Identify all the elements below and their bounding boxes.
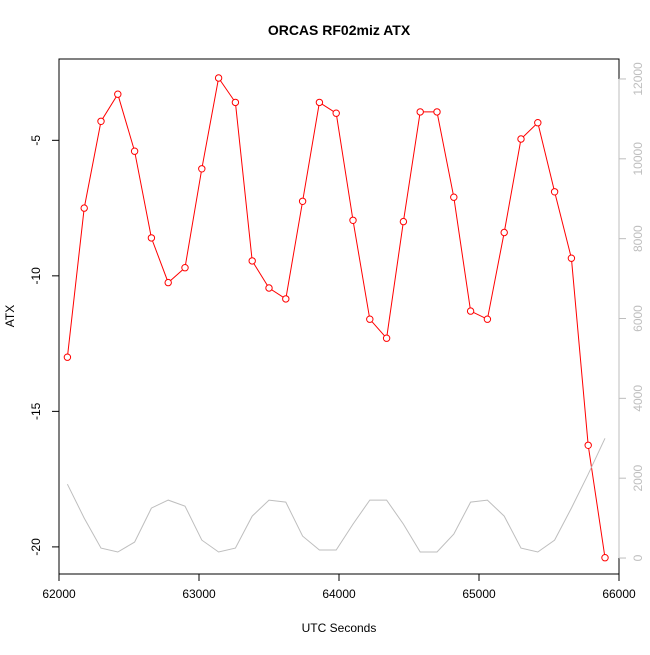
series-line bbox=[66, 438, 606, 553]
data-point bbox=[282, 295, 290, 303]
series-layer bbox=[63, 74, 609, 562]
data-point bbox=[298, 197, 307, 206]
data-point bbox=[147, 234, 156, 242]
data-point bbox=[265, 284, 273, 292]
data-point bbox=[130, 147, 139, 155]
x-axis-label: UTC Seconds bbox=[302, 621, 377, 635]
data-point bbox=[114, 90, 122, 98]
x-tick-label: 65000 bbox=[462, 587, 496, 601]
axis-layer: 62000 63000 64000 65000 66000 -20 -15 -10 -5 0 200… bbox=[29, 62, 645, 601]
x-axis: 62000 63000 64000 65000 66000 bbox=[42, 573, 636, 601]
y2-tick-label: 2000 bbox=[631, 465, 645, 492]
data-point bbox=[164, 278, 172, 287]
y-axis-left: -20 -15 -10 -5 bbox=[29, 135, 60, 556]
x-tick-label: 66000 bbox=[602, 587, 636, 601]
data-point bbox=[584, 441, 592, 449]
y-tick-label: -15 bbox=[29, 402, 43, 420]
series-left bbox=[63, 74, 609, 562]
data-point bbox=[366, 315, 374, 323]
y-axis-right: 0 2000 4000 6000 8000 10000 12000 bbox=[618, 62, 645, 561]
plot-frame bbox=[58, 58, 620, 575]
y2-tick-label: 8000 bbox=[631, 225, 645, 252]
data-point bbox=[534, 119, 542, 127]
data-point bbox=[500, 228, 508, 237]
y2-tick-label: 0 bbox=[631, 554, 645, 561]
data-point bbox=[332, 109, 340, 117]
data-point bbox=[181, 264, 189, 272]
x-tick-label: 62000 bbox=[42, 587, 76, 601]
data-point bbox=[97, 117, 105, 126]
data-point bbox=[567, 254, 576, 262]
data-point bbox=[63, 353, 72, 361]
y-tick-label: -5 bbox=[29, 135, 43, 146]
data-point bbox=[433, 108, 441, 116]
y2-tick-label: 4000 bbox=[631, 385, 645, 412]
data-point bbox=[601, 554, 609, 562]
data-point bbox=[198, 165, 206, 173]
y-tick-label: -10 bbox=[29, 267, 43, 285]
y2-tick-label: 10000 bbox=[631, 142, 645, 176]
data-point bbox=[483, 315, 492, 323]
data-point bbox=[450, 193, 458, 201]
data-point bbox=[466, 307, 475, 315]
data-point bbox=[382, 334, 391, 342]
x-tick-label: 63000 bbox=[182, 587, 216, 601]
y2-tick-label: 6000 bbox=[631, 305, 645, 332]
data-point bbox=[416, 108, 424, 116]
y-axis-label: ATX bbox=[3, 305, 17, 327]
y-tick-label: -20 bbox=[29, 538, 43, 556]
data-point bbox=[248, 257, 256, 265]
data-point bbox=[349, 216, 357, 225]
chart-title: ORCAS RF02miz ATX bbox=[268, 22, 411, 38]
data-point bbox=[80, 204, 88, 212]
data-point bbox=[399, 217, 408, 226]
data-point bbox=[550, 188, 559, 196]
data-point bbox=[315, 98, 324, 107]
data-point bbox=[231, 98, 240, 107]
series-right bbox=[66, 438, 606, 553]
data-point bbox=[214, 74, 223, 82]
y2-tick-label: 12000 bbox=[631, 62, 645, 96]
data-point bbox=[517, 135, 525, 143]
series-line bbox=[66, 76, 606, 558]
x-tick-label: 64000 bbox=[322, 587, 356, 601]
